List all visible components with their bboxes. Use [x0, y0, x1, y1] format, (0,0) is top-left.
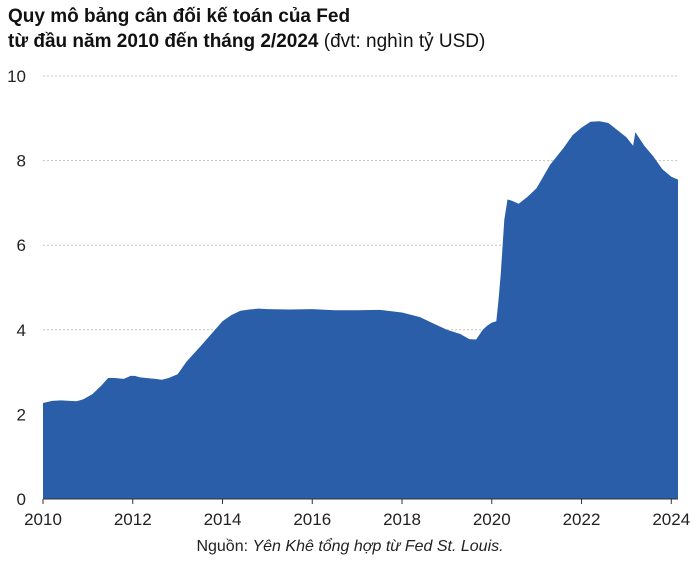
y-tick-label: 6	[17, 236, 26, 255]
y-tick-label: 10	[7, 67, 26, 86]
x-tick-label: 2022	[563, 510, 601, 529]
y-tick-label: 2	[17, 405, 26, 424]
y-tick-label: 4	[17, 321, 26, 340]
chart-unit-label: (đvt: nghìn tỷ USD)	[323, 31, 486, 52]
y-axis-ticks: 0 2 4 6 8 10	[7, 67, 26, 509]
x-tick-label: 2014	[204, 510, 242, 529]
source-note: Nguồn: Yên Khê tổng hợp từ Fed St. Louis…	[0, 538, 700, 556]
balance-sheet-area	[43, 121, 678, 500]
source-prefix: Nguồn:	[196, 538, 253, 555]
x-tick-label: 2016	[293, 510, 331, 529]
x-tick-label: 2012	[114, 510, 152, 529]
x-tick-label: 2018	[383, 510, 421, 529]
x-tick-label: 2010	[24, 510, 62, 529]
chart-title-line2: từ đầu năm 2010 đến tháng 2/2024	[8, 31, 319, 52]
x-tick-label: 2024	[652, 510, 690, 529]
x-axis-ticks: 2010 2012 2014 2016 2018 2020 2022 2024	[24, 498, 690, 529]
source-text: Yên Khê tổng hợp từ Fed St. Louis.	[252, 538, 504, 555]
y-tick-label: 0	[17, 490, 26, 509]
chart-title-line1: Quy mô bảng cân đối kế toán của Fed	[8, 6, 351, 27]
x-tick-label: 2020	[473, 510, 511, 529]
y-tick-label: 8	[17, 152, 26, 171]
chart-title: Quy mô bảng cân đối kế toán của Fed từ đ…	[8, 4, 485, 54]
